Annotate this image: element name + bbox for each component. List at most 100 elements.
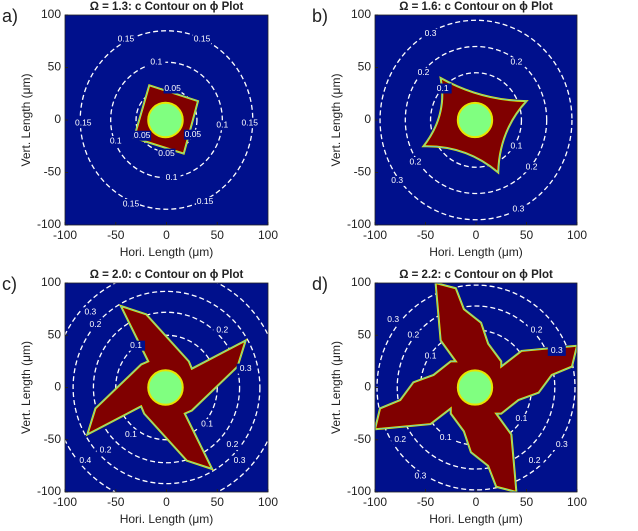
contour-label: 0.3 [387, 314, 399, 324]
plot-area: 0.05 0.05 0.05 0.05 0.1 0.1 0.1 0.1 0.15 0.15 0.15… [65, 15, 268, 225]
y-tick-label: 100 [41, 7, 61, 21]
x-tick-label: 100 [258, 495, 278, 509]
y-tick-label: -100 [37, 217, 61, 231]
y-tick-label: -100 [347, 217, 371, 231]
contour-label-bg [163, 83, 182, 94]
contour-label: 0.2 [216, 324, 228, 334]
panel-letter: c) [2, 274, 17, 294]
plot-area: 0.1 0.1 0.2 0.2 0.2 0.2 0.3 0.3 0.3 [375, 15, 577, 225]
x-axis-label: Hori. Length (μm) [120, 245, 214, 259]
contour-label: 0.3 [84, 307, 96, 317]
y-tick-label: 50 [48, 327, 62, 341]
x-tick-label: 0 [473, 228, 480, 242]
phase-edge [133, 84, 199, 154]
contour-label: 0.3 [240, 363, 252, 373]
contour-label-bg [196, 196, 215, 207]
chart-title: Ω = 1.3: c Contour on ϕ Plot [90, 1, 244, 13]
contour-label-bg [414, 67, 433, 78]
contour-line [115, 334, 218, 441]
contour-label: 0.15 [194, 33, 211, 43]
x-tick-label: 0 [163, 495, 170, 509]
contour-label-bg [86, 319, 105, 330]
contour-label-bg [384, 314, 403, 325]
contour-label: 0.05 [185, 129, 202, 139]
contour-label: 0.2 [510, 57, 522, 67]
plot-area: 0.1 0.1 0.1 0.2 0.2 0.2 0.2 0.3 0.3 0.3 0.3 [375, 283, 577, 492]
contour-label-bg [81, 307, 100, 318]
contour-label: 0.1 [166, 172, 178, 182]
y-tick-label: -50 [354, 432, 372, 446]
y-axis-label: Vert. Length (μm) [19, 74, 33, 167]
contour-label-bg [121, 199, 140, 209]
x-axis-label: Hori. Length (μm) [429, 512, 523, 526]
contour-label: 0.3 [234, 455, 246, 465]
contour-label-bg [411, 471, 430, 482]
contour-label-bg [391, 434, 410, 445]
contour-label: 0.15 [241, 117, 258, 127]
panel-letter: d) [312, 274, 328, 294]
x-tick-label: 100 [567, 495, 587, 509]
x-tick-label: -100 [53, 228, 77, 242]
y-tick-label: 50 [48, 60, 62, 74]
contour-label: 0.05 [158, 148, 175, 158]
contour-label-bg [74, 118, 93, 129]
contour-label-bg [76, 455, 95, 466]
contour-label-bg [433, 83, 452, 94]
x-tick-label: -50 [107, 495, 125, 509]
contour-label-bg [157, 148, 176, 159]
contour-line [379, 19, 573, 221]
contour-label-bg [127, 340, 146, 351]
x-axis-label: Hori. Length (μm) [120, 512, 214, 526]
contour-label-bg [507, 141, 526, 152]
contour-label: 0.1 [201, 418, 213, 428]
core-region [456, 101, 494, 139]
phase-edge [422, 77, 528, 174]
contour-label-bg [527, 325, 546, 336]
core-region [147, 369, 184, 406]
contour-label-bg [240, 118, 259, 129]
contour-label: 0.2 [418, 67, 430, 77]
x-tick-label: 50 [211, 228, 225, 242]
contour-label: 0.1 [425, 350, 437, 360]
contour-line [404, 45, 548, 195]
contour-label-bg [133, 130, 152, 141]
x-tick-label: -100 [53, 495, 77, 509]
contour-label: 0.2 [100, 444, 112, 454]
y-axis-label: Vert. Length (μm) [19, 341, 33, 434]
contour-label: 0.2 [531, 324, 543, 334]
contour-label-bg [404, 330, 423, 341]
phase-edge [375, 283, 577, 492]
y-tick-label: -50 [354, 165, 372, 179]
contour-label: 0.1 [216, 120, 228, 130]
phase-edge [86, 305, 247, 470]
contour-label: 0.3 [551, 345, 563, 355]
x-tick-label: -100 [363, 495, 387, 509]
contour-label-bg [106, 136, 125, 146]
y-tick-label: -100 [347, 484, 371, 498]
x-tick-label: 0 [163, 228, 170, 242]
contour-label: 0.05 [164, 83, 181, 93]
contour-label-bg [96, 445, 115, 456]
contour-label: 0.2 [526, 162, 538, 172]
y-tick-label: 100 [351, 275, 371, 289]
x-tick-label: 100 [567, 228, 587, 242]
contour-label-bg [522, 162, 541, 173]
contour-line [72, 290, 261, 485]
y-tick-label: 0 [54, 380, 61, 394]
chart-title: Ω = 2.2: c Contour on ϕ Plot [399, 269, 553, 281]
contour-label: 0.1 [437, 83, 449, 93]
x-tick-label: 50 [520, 228, 534, 242]
core-region [147, 101, 184, 139]
y-tick-label: 50 [358, 327, 372, 341]
contour-label-bg [198, 419, 217, 430]
panel-letter: b) [312, 6, 328, 26]
contour-label: 0.1 [150, 57, 162, 67]
chart-title: Ω = 2.0: c Contour on ϕ Plot [90, 269, 244, 281]
contour-label: 0.2 [407, 330, 419, 340]
y-tick-label: 0 [364, 112, 371, 126]
contour-label: 0.2 [529, 455, 541, 465]
contour-label: 0.3 [391, 175, 403, 185]
contour-label: 0.1 [510, 141, 522, 151]
contour-label: 0.3 [556, 439, 568, 449]
